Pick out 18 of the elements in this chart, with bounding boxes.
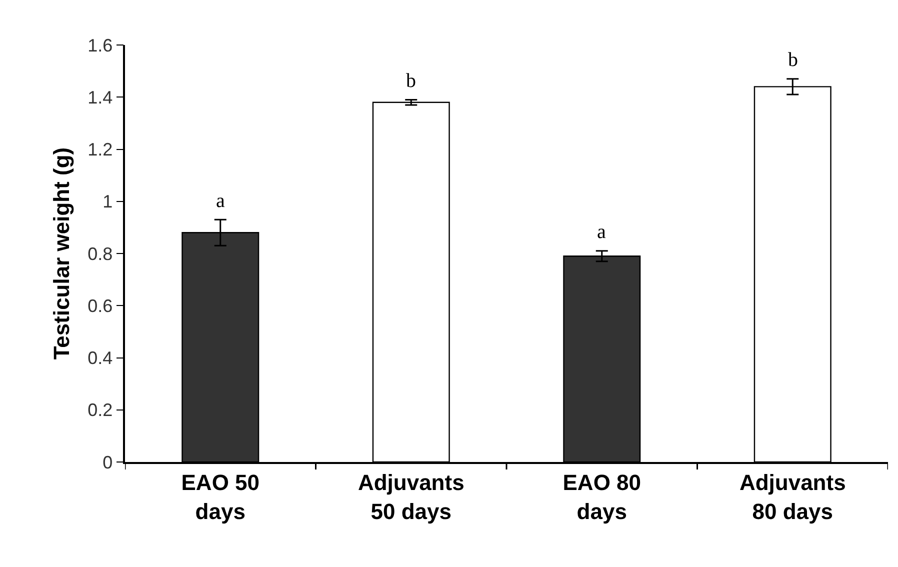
y-axis-title: Testicular weight (g)	[48, 147, 74, 360]
x-tick-label: EAO 80 days	[562, 470, 642, 524]
y-tick-label: 1	[102, 192, 113, 212]
annotation: b	[788, 49, 798, 71]
x-tick-label: Adjuvants 50 days	[358, 470, 464, 524]
annotation: a	[216, 190, 225, 212]
annotation: a	[597, 221, 606, 243]
y-tick-label: 0.2	[88, 400, 113, 420]
y-tick-label: 1.4	[88, 87, 113, 108]
y-tick-label: 0	[102, 452, 113, 472]
x-tick-label: Adjuvants 80 days	[739, 470, 846, 524]
y-tick-label: 0.6	[88, 296, 113, 316]
y-tick-label: 0.4	[88, 348, 113, 368]
y-tick-label: 1.2	[88, 140, 113, 160]
annotation: b	[406, 70, 416, 92]
y-tick-label: 0.8	[88, 244, 113, 264]
x-tick-label: EAO 50 days	[181, 470, 260, 524]
y-tick-label: 1.6	[88, 35, 113, 56]
